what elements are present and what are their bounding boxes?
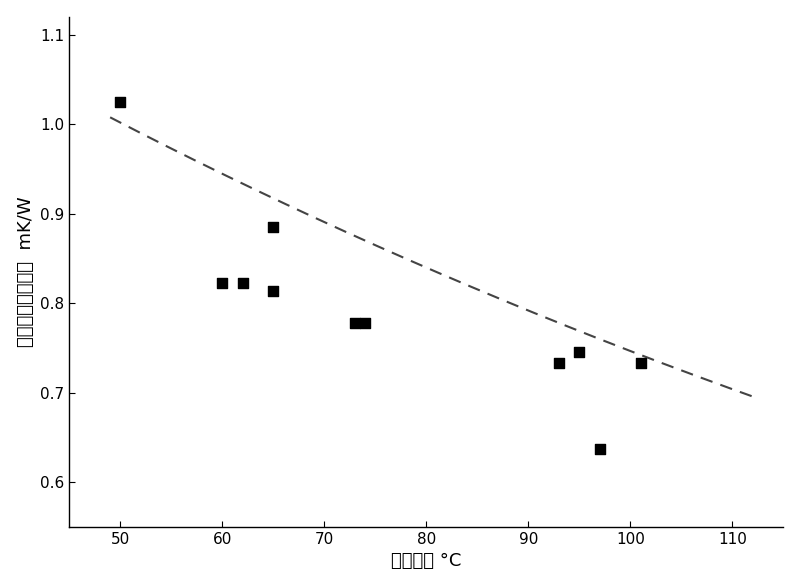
Point xyxy=(267,222,280,232)
Point xyxy=(553,359,566,368)
Point xyxy=(634,359,647,368)
Point xyxy=(216,279,229,288)
Point xyxy=(267,287,280,296)
Y-axis label: 组合绵缘等値热阱  mK/W: 组合绵缘等値热阱 mK/W xyxy=(17,197,34,347)
Point xyxy=(573,348,586,357)
Point xyxy=(594,444,606,454)
Point xyxy=(114,97,126,106)
Point xyxy=(358,318,371,328)
Point xyxy=(236,279,249,288)
X-axis label: 导体温度 °C: 导体温度 °C xyxy=(391,552,462,571)
Point xyxy=(349,318,362,328)
